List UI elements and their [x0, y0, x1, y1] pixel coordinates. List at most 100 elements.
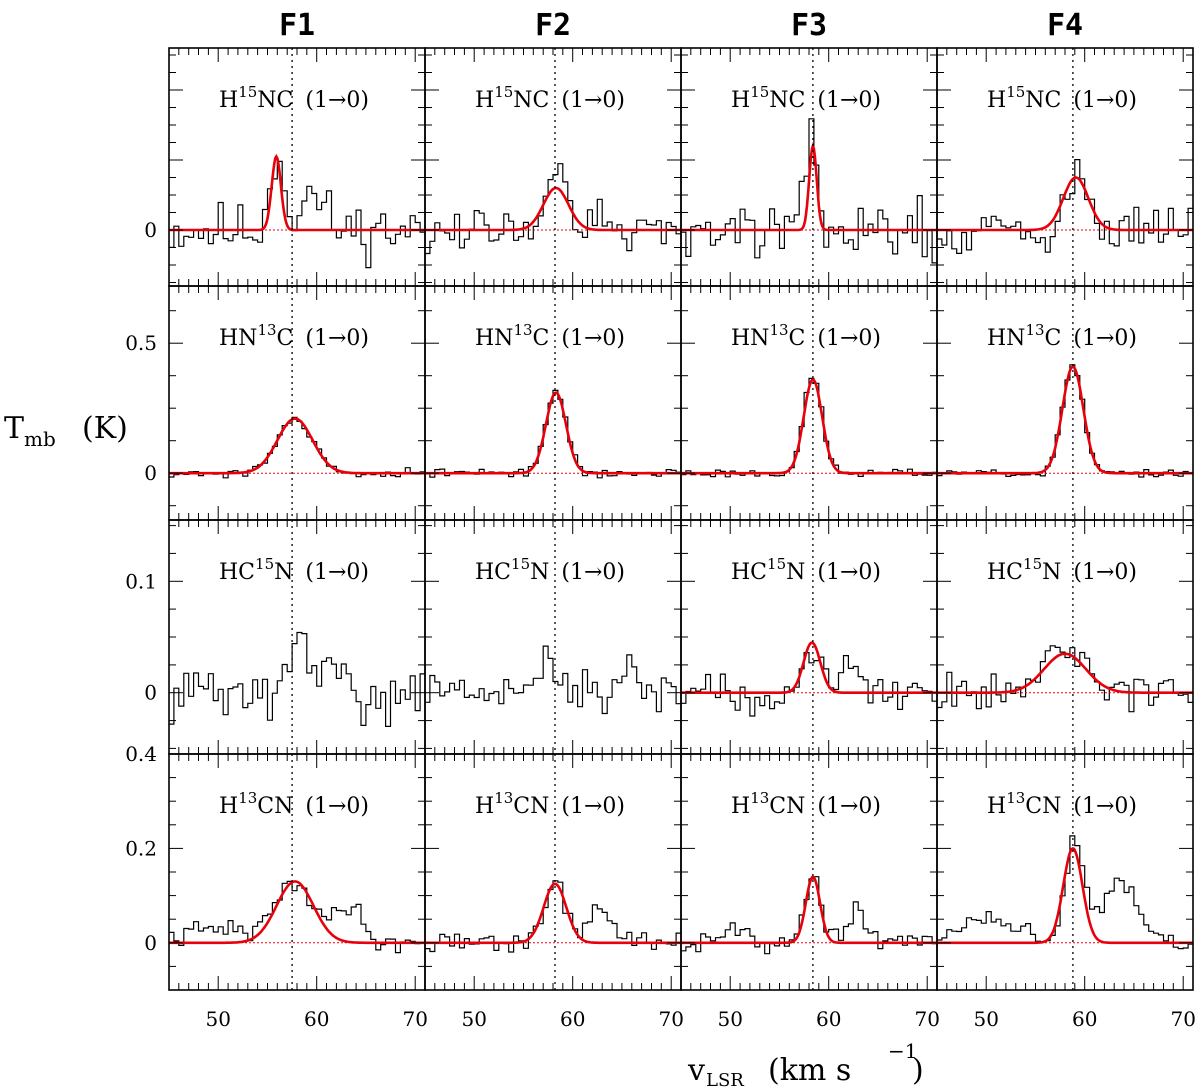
molecule-label-post: NC: [257, 88, 293, 113]
molecule-label-isotope: 15: [1023, 555, 1042, 573]
molecule-label-post: C: [1045, 326, 1062, 351]
molecule-label-isotope: 15: [238, 83, 257, 101]
molecule-label-r1-c2: H15NC (1→0): [475, 83, 625, 113]
panel-frame-r4-c1: [168, 753, 426, 991]
reference-lines: [291, 48, 1074, 990]
molecule-label-r4-c3: H13CN (1→0): [731, 789, 881, 819]
x-tick-label: 60: [560, 1007, 585, 1031]
molecule-label-pre: H: [475, 88, 494, 113]
transition-label: (1→0): [817, 88, 881, 113]
panel-frame-r1-c1: [168, 47, 426, 287]
transition-label: (1→0): [305, 88, 369, 113]
gaussian-fit-r2-c3: [681, 378, 937, 475]
gaussian-fit-r3-c3: [681, 641, 937, 694]
x-tick-label: 50: [461, 1007, 486, 1031]
molecule-label-r4-c4: H13CN (1→0): [987, 789, 1137, 819]
molecule-label-isotope: 15: [255, 555, 274, 573]
molecule-label-pre: HC: [219, 560, 255, 585]
spectrum-r4-c4: [937, 835, 1193, 950]
gaussian-fit-r4-c3: [681, 875, 937, 945]
panel-frame-r3-c2: [424, 519, 682, 755]
molecule-label-post: CN: [1025, 794, 1061, 819]
molecule-label-isotope: 15: [750, 83, 769, 101]
molecule-label-pre: HN: [731, 326, 769, 351]
molecule-label-isotope: 15: [511, 555, 530, 573]
y-tick-label: 0: [144, 218, 157, 242]
molecule-label-r2-c3: HN13C (1→0): [731, 321, 881, 351]
y-axis-label-units: (K): [82, 411, 128, 446]
y-tick-label: 0: [144, 681, 157, 705]
molecule-label-post: N: [1042, 560, 1061, 585]
x-axis-label-units-close: ): [912, 1053, 924, 1088]
molecule-label-post: CN: [513, 794, 549, 819]
molecule-label-pre: H: [219, 88, 238, 113]
spectrum-r3-c2: [425, 645, 681, 715]
y-tick-label: 0.5: [125, 331, 157, 355]
x-axis-label-main: v: [687, 1053, 705, 1088]
transition-label: (1→0): [305, 326, 369, 351]
axis-ticks: [168, 48, 1194, 990]
panel-frame-r3-c3: [680, 519, 938, 755]
y-tick-label: 0.2: [125, 836, 157, 860]
molecule-label-pre: H: [987, 88, 1006, 113]
x-axis-label-sub: LSR: [706, 1070, 744, 1090]
x-tick-label: 70: [658, 1007, 683, 1031]
y-tick-label: 0.4: [125, 742, 157, 766]
y-axis-label-main: T: [4, 411, 24, 446]
molecule-label-isotope: 13: [750, 789, 769, 807]
spectrum-r2-c2: [425, 389, 681, 479]
y-axis-label-sub: mb: [24, 427, 56, 451]
gaussian-fit-r1-c4: [937, 176, 1193, 232]
x-axis-label: v LSR (km s −1 ): [687, 1039, 924, 1090]
molecule-label-post: NC: [769, 88, 805, 113]
column-title-f2: F2: [535, 8, 571, 43]
spectrum-r3-c3: [681, 652, 937, 717]
molecule-label-pre: H: [987, 794, 1006, 819]
molecule-label-r4-c1: H13CN (1→0): [219, 789, 369, 819]
molecule-label-pre: H: [731, 794, 750, 819]
molecule-label-isotope: 13: [238, 789, 257, 807]
spectrum-r2-c1: [169, 416, 425, 479]
x-tick-label: 50: [973, 1007, 998, 1031]
molecule-label-isotope: 13: [1025, 321, 1044, 339]
x-tick-label: 70: [402, 1007, 427, 1031]
panel-frame-r4-c3: [680, 753, 938, 991]
molecule-label-pre: HN: [987, 326, 1025, 351]
molecule-label-post: NC: [1025, 88, 1061, 113]
molecule-label-post: NC: [513, 88, 549, 113]
panel-labels: H15NC (1→0) H15NC (1→0) H15NC (1→0) H15NC (1→0)…: [125, 83, 1196, 1031]
transition-label: (1→0): [561, 88, 625, 113]
transition-label: (1→0): [1073, 326, 1137, 351]
transition-label: (1→0): [1073, 88, 1137, 113]
molecule-label-pre: H: [475, 794, 494, 819]
molecule-label-r2-c1: HN13C (1→0): [219, 321, 369, 351]
molecule-label-r2-c4: HN13C (1→0): [987, 321, 1137, 351]
molecule-label-post: N: [530, 560, 549, 585]
column-title-f1: F1: [279, 8, 315, 43]
x-tick-label: 70: [1170, 1007, 1195, 1031]
molecule-label-isotope: 13: [513, 321, 532, 339]
molecule-label-isotope: 15: [767, 555, 786, 573]
panel-frame-r2-c3: [680, 285, 938, 521]
x-tick-label: 60: [1072, 1007, 1097, 1031]
x-axis-label-units-exp: −1: [888, 1039, 917, 1063]
molecule-label-pre: HN: [219, 326, 257, 351]
y-tick-label: 0.1: [125, 569, 157, 593]
molecule-label-r1-c1: H15NC (1→0): [219, 83, 369, 113]
y-tick-label: 0: [144, 931, 157, 955]
transition-label: (1→0): [817, 326, 881, 351]
spectrum-r4-c1: [169, 880, 425, 954]
transition-label: (1→0): [561, 326, 625, 351]
molecule-label-isotope: 15: [494, 83, 513, 101]
spectrum-r1-c1: [169, 160, 425, 269]
gaussian-fit-r4-c2: [425, 882, 681, 945]
molecule-label-post: N: [274, 560, 293, 585]
molecule-label-isotope: 15: [1006, 83, 1025, 101]
panel-frame-r2-c1: [168, 285, 426, 521]
transition-label: (1→0): [305, 560, 369, 585]
molecule-label-post: N: [786, 560, 805, 585]
spectrum-r2-c4: [937, 364, 1193, 478]
transition-label: (1→0): [305, 794, 369, 819]
molecule-label-r3-c3: HC15N (1→0): [731, 555, 881, 585]
x-tick-label: 50: [717, 1007, 742, 1031]
